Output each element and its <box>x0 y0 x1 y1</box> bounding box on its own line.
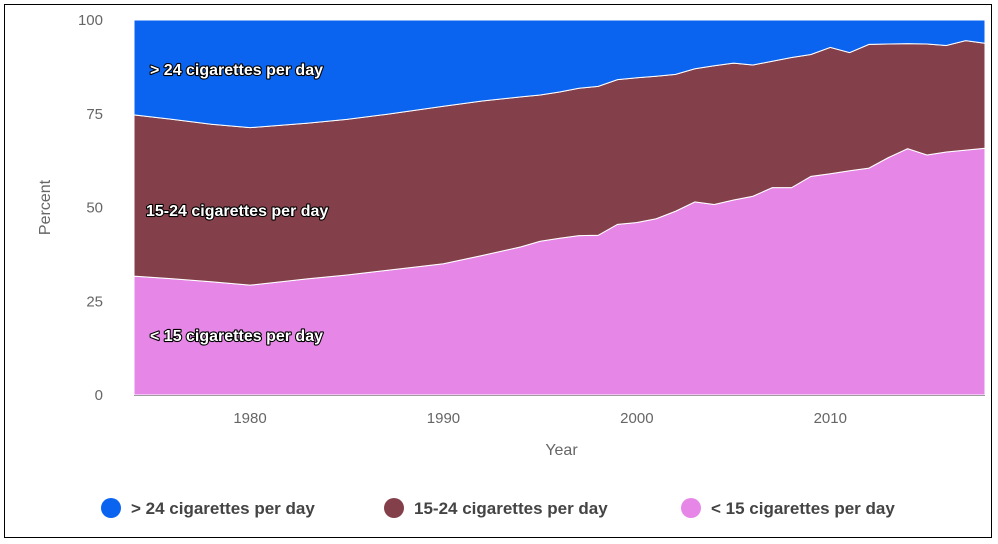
x-tick-label-1990: 1990 <box>427 410 460 427</box>
legend-swatch-over-24 <box>101 498 121 518</box>
chart-frame: 0 25 50 75 100 1980 1990 2000 2010 Percent Year… <box>4 4 992 538</box>
legend-item-under-15[interactable]: < 15 cigarettes per day <box>681 498 895 518</box>
y-tick-label-100: 100 <box>78 12 103 29</box>
area-labels: > 24 cigarettes per day 15-24 cigarettes… <box>145 61 330 346</box>
x-axis-title: Year <box>545 442 578 459</box>
x-tick-label-2010: 2010 <box>814 410 847 427</box>
legend-item-over-24[interactable]: > 24 cigarettes per day <box>101 498 315 518</box>
area-label-over-24: > 24 cigarettes per day <box>150 62 323 79</box>
area-series-2[interactable] <box>133 19 986 129</box>
y-axis-title: Percent <box>37 179 54 235</box>
y-tick-label-75: 75 <box>86 106 103 123</box>
legend-item-15-24[interactable]: 15-24 cigarettes per day <box>384 498 608 518</box>
legend-swatch-15-24 <box>384 498 404 518</box>
area-label-under-15: < 15 cigarettes per day <box>150 328 323 345</box>
x-tick-label-2000: 2000 <box>620 410 653 427</box>
area-series <box>133 19 986 396</box>
y-tick-labels: 0 25 50 75 100 <box>78 12 103 404</box>
y-tick-label-50: 50 <box>86 200 103 217</box>
area-label-15-24: 15-24 cigarettes per day <box>146 203 328 220</box>
legend-label-15-24: 15-24 cigarettes per day <box>414 499 608 518</box>
x-tick-label-1980: 1980 <box>233 410 266 427</box>
legend-label-under-15: < 15 cigarettes per day <box>711 499 895 518</box>
stacked-area-chart: 0 25 50 75 100 1980 1990 2000 2010 Percent Year… <box>37 12 986 518</box>
x-tick-labels: 1980 1990 2000 2010 <box>233 410 847 427</box>
legend: > 24 cigarettes per day 15-24 cigarettes… <box>101 498 895 518</box>
y-tick-label-0: 0 <box>95 387 103 404</box>
legend-label-over-24: > 24 cigarettes per day <box>131 499 315 518</box>
legend-swatch-under-15 <box>681 498 701 518</box>
y-tick-label-25: 25 <box>86 293 103 310</box>
